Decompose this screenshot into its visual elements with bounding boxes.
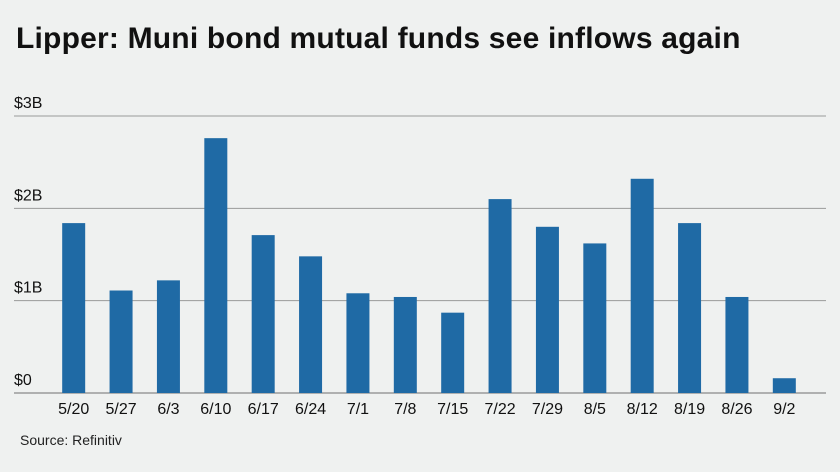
bar-7-1	[346, 293, 370, 393]
y-tick-label: $3B	[14, 95, 42, 112]
x-tick-label: 6/17	[248, 401, 279, 418]
x-tick-label: 7/8	[394, 401, 416, 418]
y-tick-label: $1B	[14, 280, 42, 297]
x-tick-label: 8/19	[674, 401, 705, 418]
x-tick-label: 6/10	[200, 401, 231, 418]
x-tick-label: 6/24	[295, 401, 326, 418]
x-tick-label: 7/15	[437, 401, 468, 418]
bar-6-24	[299, 256, 323, 393]
x-tick-label: 5/20	[58, 401, 89, 418]
x-tick-label: 8/5	[584, 401, 606, 418]
x-axis-labels: 5/20 5/27 6/3 6/10 6/17 6/24 7/1 7/8 7/15 7/22 7/2…	[58, 401, 795, 418]
y-tick-label: $0	[14, 372, 32, 389]
bars	[62, 138, 796, 393]
chart-title: Lipper: Muni bond mutual funds see inflo…	[16, 22, 741, 55]
x-tick-label: 7/22	[484, 401, 515, 418]
bar-8-12	[630, 178, 654, 393]
x-tick-label: 8/26	[721, 401, 752, 418]
bar-8-19	[678, 223, 702, 393]
x-tick-label: 9/2	[773, 401, 795, 418]
y-tick-label: $2B	[14, 187, 42, 204]
bar-6-17	[251, 235, 275, 393]
x-tick-label: 5/27	[105, 401, 136, 418]
x-tick-label: 7/1	[347, 401, 369, 418]
bar-8-26	[725, 296, 749, 393]
bar-8-5	[583, 243, 607, 393]
bar-6-3	[156, 280, 180, 393]
bar-7-15	[441, 312, 465, 393]
x-tick-label: 8/12	[627, 401, 658, 418]
bar-5-27	[109, 290, 133, 393]
bar-9-2	[772, 378, 796, 393]
gridlines	[14, 115, 826, 394]
bar-7-8	[393, 296, 417, 393]
bar-5-20	[62, 223, 86, 393]
bar-6-10	[204, 138, 228, 393]
x-tick-label: 6/3	[157, 401, 179, 418]
bar-7-22	[488, 199, 512, 393]
y-axis-labels: $0 $1B $2B $3B	[14, 95, 42, 389]
source-note: Source: Refinitiv	[20, 432, 122, 448]
x-tick-label: 7/29	[532, 401, 563, 418]
bar-7-29	[535, 226, 559, 393]
